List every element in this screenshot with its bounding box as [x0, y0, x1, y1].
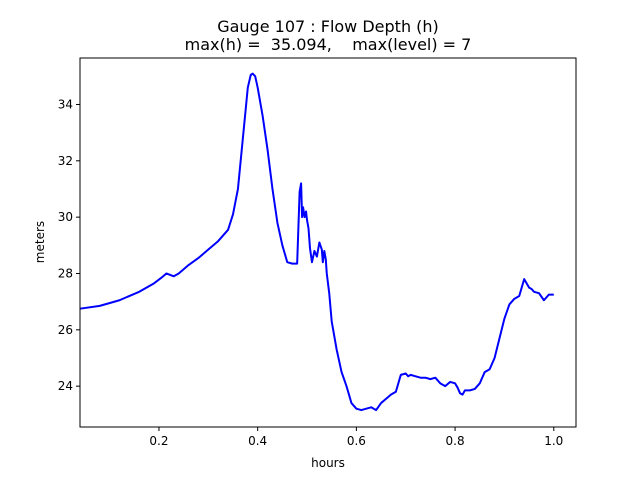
y-tick-label: 34 [58, 97, 73, 111]
x-tick-label: 0.2 [149, 434, 168, 448]
plot-frame [79, 57, 577, 428]
y-axis-label: meters [33, 221, 47, 263]
y-tick-label: 26 [58, 323, 73, 337]
y-tick-label: 24 [58, 379, 73, 393]
x-axis-label: hours [311, 456, 345, 470]
x-tick-label: 0.6 [347, 434, 366, 448]
chart-title: Gauge 107 : Flow Depth (h) [217, 17, 439, 36]
y-tick-label: 32 [58, 154, 73, 168]
x-tick-label: 0.8 [446, 434, 465, 448]
chart-subtitle: max(h) = 35.094, max(level) = 7 [185, 35, 472, 54]
plot-area: 0.2 0.4 0.6 0.8 1.0 24 26 28 30 32 34 [58, 57, 577, 448]
y-tick-label: 28 [58, 266, 73, 280]
x-tick-label: 1.0 [544, 434, 563, 448]
x-tick-label: 0.4 [248, 434, 267, 448]
y-tick-label: 30 [58, 210, 73, 224]
series-line-0 [79, 72, 554, 412]
